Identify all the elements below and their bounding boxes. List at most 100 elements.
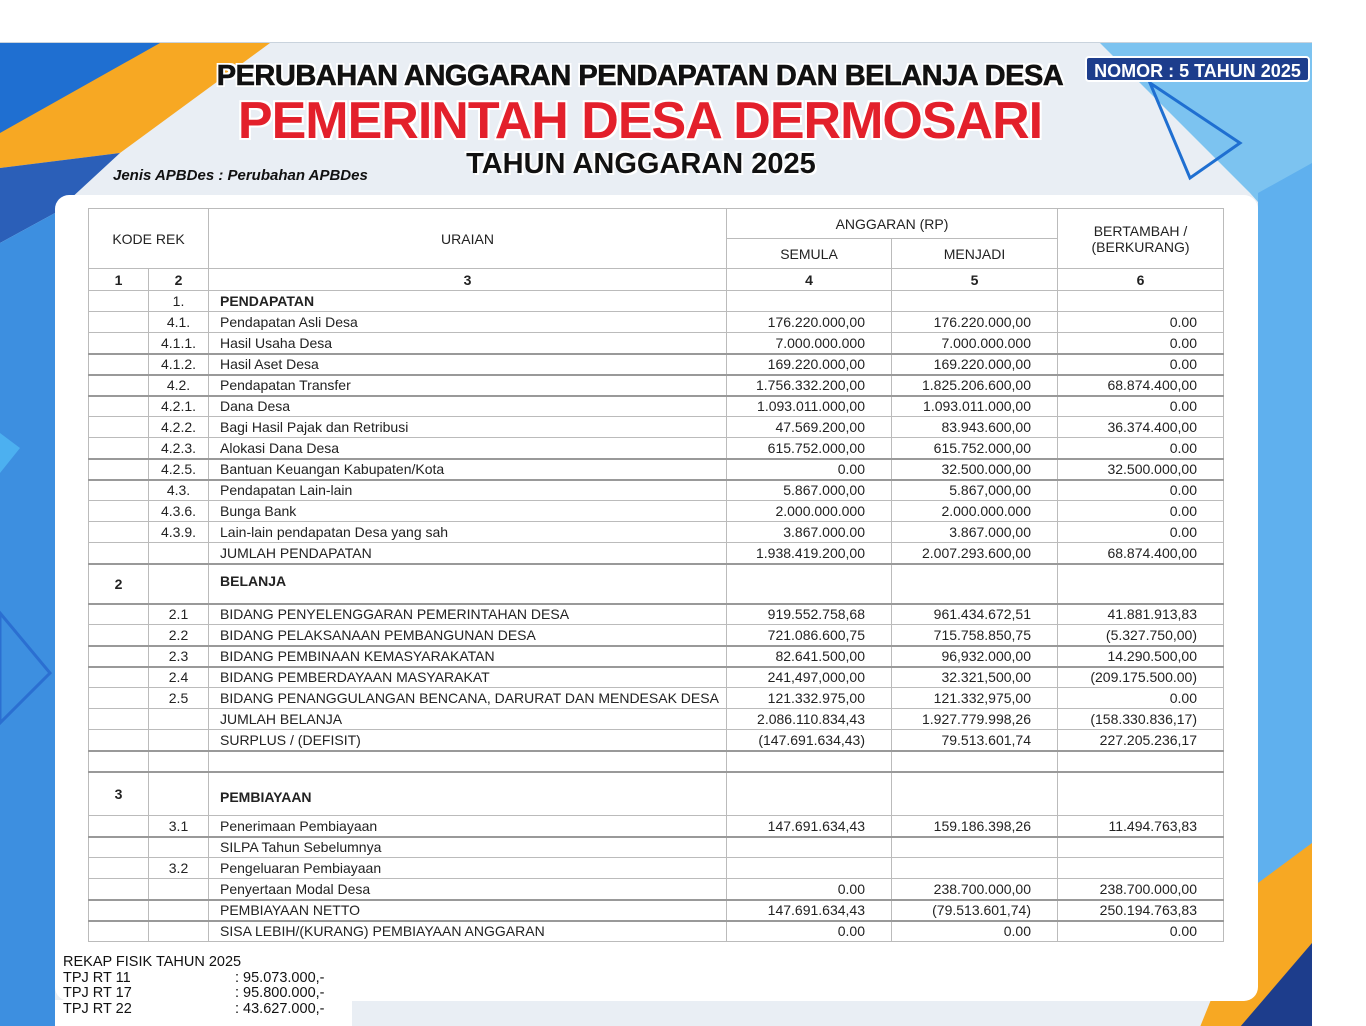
kode-1-cell (88, 352, 149, 375)
table-row: JUMLAH PENDAPATAN 1.938.419.200,00 2.007.2… (88, 542, 1224, 564)
kode-1-cell (88, 749, 149, 772)
village-name: PEMERINTAH DESA DERMOSARI (237, 92, 1043, 150)
menjadi-cell: 3.867.000,00 (891, 521, 1058, 543)
table-row: 1. PENDAPATAN (88, 290, 1224, 312)
menjadi-cell: (79.513.601,74) (891, 898, 1058, 921)
table-row: 2 BELANJA (88, 562, 1224, 604)
menjadi-cell (891, 770, 1058, 816)
uraian-cell: BIDANG PELAKSANAAN PEMBANGUNAN DESA (208, 624, 727, 646)
column-number: 1 (88, 268, 149, 291)
menjadi-cell (891, 857, 1058, 879)
bertambah-cell: 0.00 (1057, 478, 1224, 501)
kode-2-cell: 4.2.1. (148, 394, 209, 417)
menjadi-cell: 176.220.000,00 (891, 311, 1058, 333)
bertambah-cell (1057, 749, 1224, 772)
uraian-cell: Pendapatan Transfer (208, 373, 727, 396)
table-row: SILPA Tahun Sebelumnya (88, 835, 1224, 858)
bertambah-cell: 250.194.763,83 (1057, 898, 1224, 921)
semula-cell: 47.569.200,00 (726, 416, 892, 438)
semula-cell: 1.093.011.000,00 (726, 394, 892, 417)
kode-1-cell (88, 500, 149, 522)
bertambah-cell: 0.00 (1057, 311, 1224, 333)
table-row: 4.1.2. Hasil Aset Desa 169.220.000,00 169.2… (88, 352, 1224, 375)
kode-2-cell (148, 542, 209, 564)
bertambah-cell: (5.327.750,00) (1057, 624, 1224, 646)
kode-1-cell (88, 394, 149, 417)
uraian-cell: SISA LEBIH/(KURANG) PEMBIAYAAN ANGGARAN (208, 919, 727, 942)
uraian-cell: JUMLAH BELANJA (208, 708, 727, 730)
kode-2-cell: 4.2.5. (148, 457, 209, 480)
table-row: SISA LEBIH/(KURANG) PEMBIAYAAN ANGGARAN 0… (88, 919, 1224, 942)
menjadi-cell (891, 562, 1058, 604)
bertambah-cell: 11.494.763,83 (1057, 815, 1224, 837)
kode-1-cell (88, 815, 149, 837)
semula-cell: (147.691.634,43) (726, 729, 892, 751)
kode-2-cell (148, 878, 209, 900)
kode-2-cell (148, 835, 209, 858)
bertambah-cell: 14.290.500,00 (1057, 644, 1224, 667)
uraian-cell: Penerimaan Pembiayaan (208, 815, 727, 837)
bertambah-cell: 0.00 (1057, 352, 1224, 375)
kode-2-cell (148, 770, 209, 816)
kode-1-cell (88, 332, 149, 354)
semula-cell: 7.000.000.000 (726, 332, 892, 354)
kode-2-cell: 3.2 (148, 857, 209, 879)
kode-1-cell: 3 (88, 770, 149, 816)
kode-2-cell (148, 919, 209, 942)
menjadi-cell: 32.321,500,00 (891, 665, 1058, 688)
menjadi-cell: 0.00 (891, 919, 1058, 942)
kode-1-cell (88, 311, 149, 333)
uraian-cell: BIDANG PENANGGULANGAN BENCANA, DARURAT D… (208, 687, 727, 709)
kode-2-cell: 2.2 (148, 624, 209, 646)
semula-cell: 919.552.758,68 (726, 602, 892, 625)
kode-1-cell (88, 416, 149, 438)
menjadi-cell (891, 835, 1058, 858)
semula-cell (726, 770, 892, 816)
menjadi-cell: 7.000.000.000 (891, 332, 1058, 354)
document-number-badge: NOMOR : 5 TAHUN 2025 (1085, 56, 1310, 82)
rekap-label: TPJ RT 17 (63, 985, 132, 1001)
bertambah-cell (1057, 290, 1224, 312)
uraian-cell: Bunga Bank (208, 500, 727, 522)
table-row: 3.2 Pengeluaran Pembiayaan (88, 857, 1224, 879)
menjadi-cell: 121.332,975,00 (891, 687, 1058, 709)
rekap-value: : 43.627.000,- (235, 1000, 325, 1017)
table-row: JUMLAH BELANJA 2.086.110.834,43 1.927.779.… (88, 708, 1224, 730)
bertambah-cell: 0.00 (1057, 919, 1224, 942)
uraian-cell: BIDANG PEMBERDAYAAN MASYARAKAT (208, 665, 727, 688)
kode-1-cell (88, 373, 149, 396)
semula-cell: 241,497,000,00 (726, 665, 892, 688)
semula-cell: 0.00 (726, 919, 892, 942)
uraian-cell: Dana Desa (208, 394, 727, 417)
uraian-cell: Hasil Aset Desa (208, 352, 727, 375)
bertambah-cell (1057, 857, 1224, 879)
kode-1-cell (88, 835, 149, 858)
uraian-cell: JUMLAH PENDAPATAN (208, 542, 727, 564)
kode-2-cell: 4.2.2. (148, 416, 209, 438)
uraian-cell: PEMBIAYAAN (208, 770, 727, 816)
semula-cell (726, 749, 892, 772)
semula-cell: 2.086.110.834,43 (726, 708, 892, 730)
semula-cell: 615.752.000,00 (726, 437, 892, 459)
bertambah-cell: 227.205.236,17 (1057, 729, 1224, 751)
uraian-cell: PEMBIAYAAN NETTO (208, 898, 727, 921)
table-row: 4.2.3. Alokasi Dana Desa 615.752.000,00 615… (88, 437, 1224, 459)
table-row: Penyertaan Modal Desa 0.00 238.700.000,00 2… (88, 878, 1224, 900)
kode-2-cell (148, 749, 209, 772)
kode-2-cell: 4.1.1. (148, 332, 209, 354)
semula-cell (726, 857, 892, 879)
column-number: 4 (726, 268, 892, 291)
header-kode-rek: KODE REK (88, 208, 209, 269)
kode-1-cell (88, 624, 149, 646)
kode-2-cell (148, 898, 209, 921)
table-row: 4.2.2. Bagi Hasil Pajak dan Retribusi 47.5… (88, 416, 1224, 438)
footer-strip (55, 1000, 352, 1026)
bertambah-cell: 0.00 (1057, 521, 1224, 543)
table-row: 4.3. Pendapatan Lain-lain 5.867.000,00 5.86… (88, 478, 1224, 501)
kode-2-cell: 4.2. (148, 373, 209, 396)
menjadi-cell: 32.500.000,00 (891, 457, 1058, 480)
semula-cell (726, 290, 892, 312)
semula-cell: 0.00 (726, 457, 892, 480)
semula-cell: 0.00 (726, 878, 892, 900)
uraian-cell: SILPA Tahun Sebelumnya (208, 835, 727, 858)
